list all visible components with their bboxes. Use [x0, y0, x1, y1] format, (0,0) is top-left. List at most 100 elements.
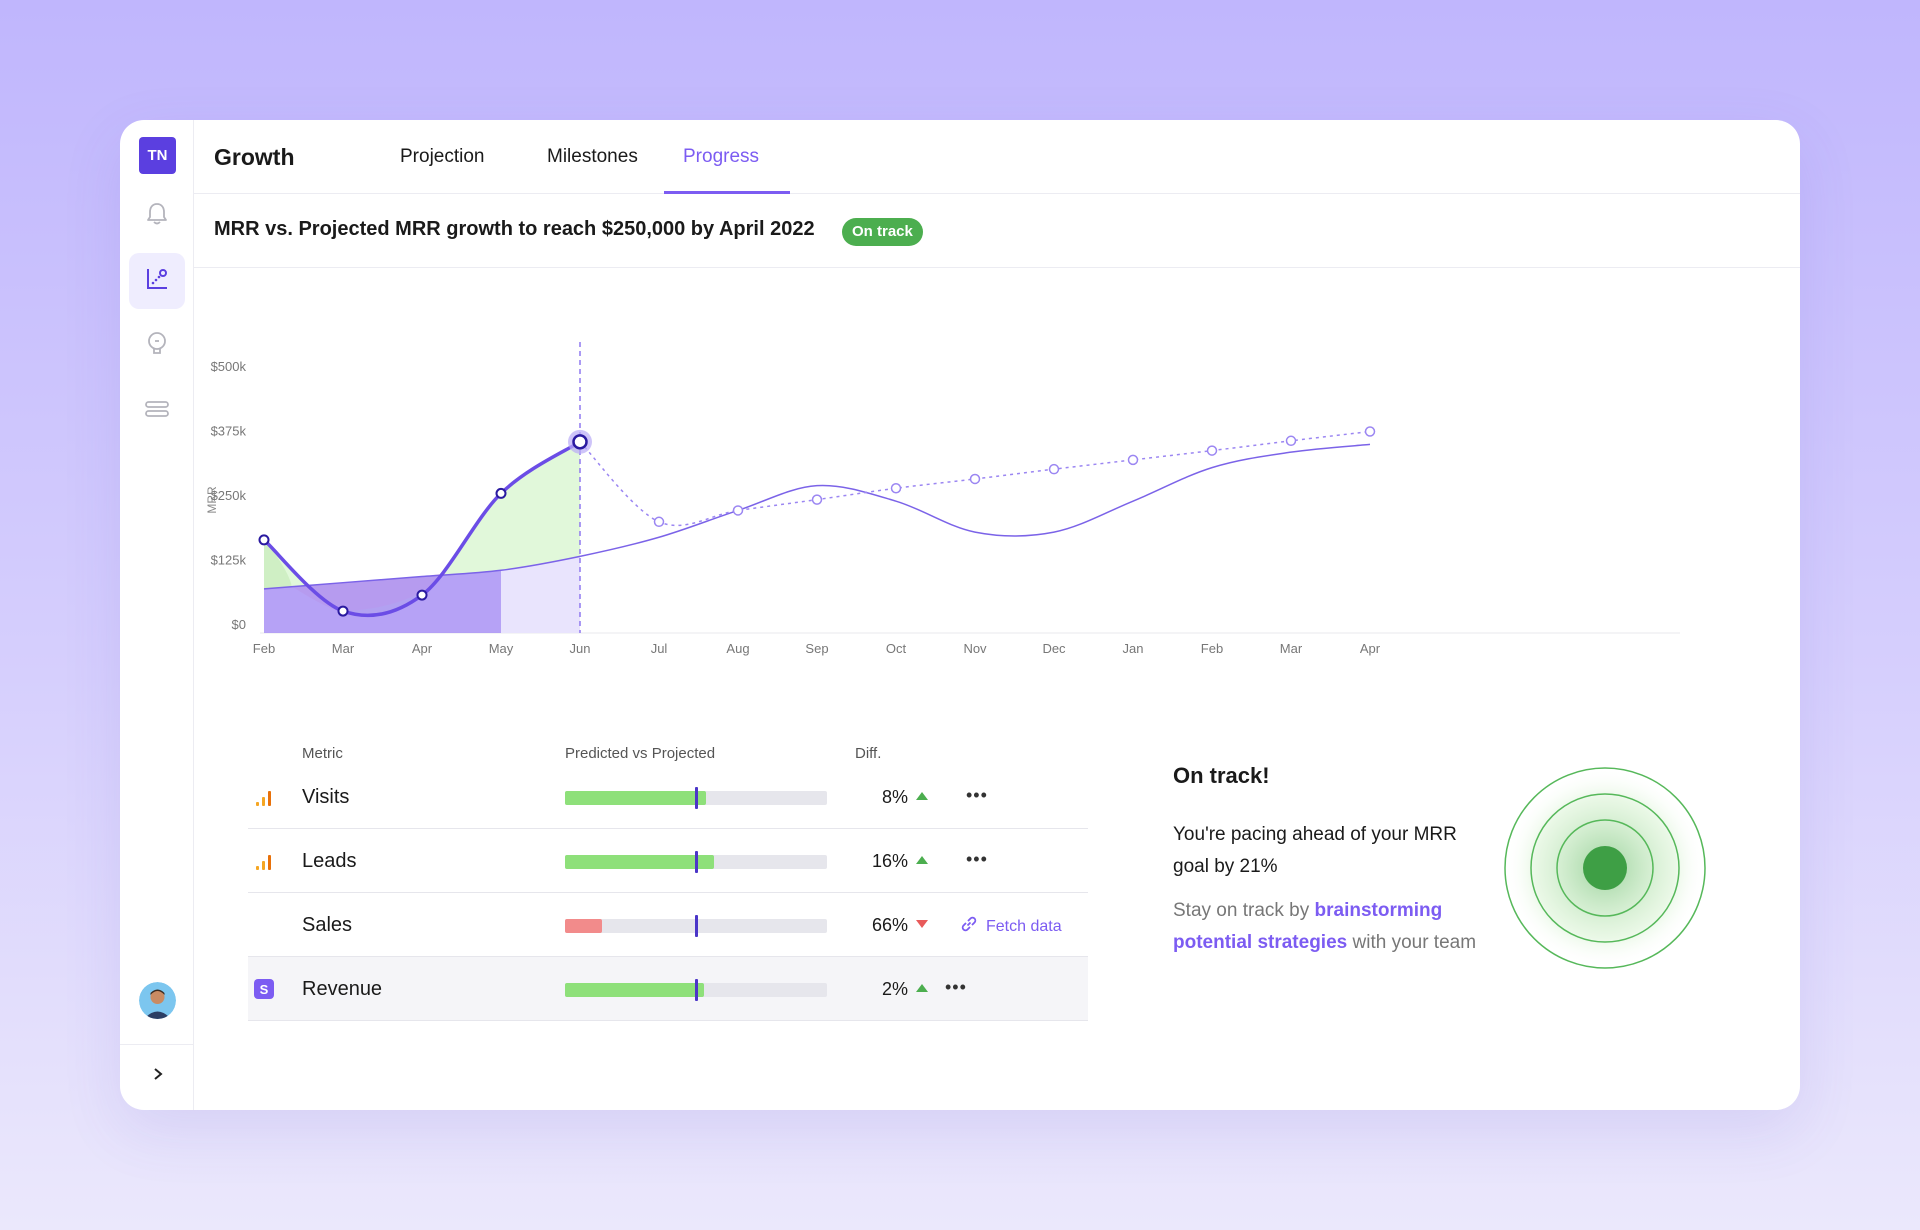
data-point-projected: [1206, 445, 1218, 456]
progress-bar: [565, 787, 827, 809]
status-panel: On track! You're pacing ahead of your MR…: [1173, 763, 1493, 959]
x-tick-label: Nov: [963, 641, 987, 656]
metric-name: Sales: [302, 914, 353, 936]
progress-bar: [565, 915, 827, 937]
tab-projection[interactable]: Projection: [400, 146, 485, 167]
x-tick-label: Sep: [805, 641, 828, 656]
y-tick-label: $0: [232, 617, 246, 632]
data-point-actual: [495, 487, 507, 499]
suggestion-text: Stay on track by: [1173, 900, 1315, 921]
svg-text:S: S: [260, 982, 269, 997]
progress-fill: [565, 855, 715, 869]
table-row-leads[interactable]: Leads 16% •••: [248, 829, 1088, 893]
avatar[interactable]: [139, 982, 176, 1019]
status-suggestion: Stay on track by brainstorming potential…: [1173, 895, 1493, 959]
more-options-button[interactable]: •••: [966, 849, 988, 869]
x-tick-label: Jul: [651, 641, 668, 656]
data-point-projected: [732, 505, 744, 516]
tab-progress[interactable]: Progress: [683, 146, 760, 167]
x-tick-label: Mar: [1280, 641, 1303, 656]
app-window: TN: [120, 120, 1800, 1110]
table-row-revenue[interactable]: S Revenue 2% •••: [248, 957, 1088, 1021]
fetch-data-label: Fetch data: [986, 917, 1062, 935]
data-point-projected: [969, 473, 981, 485]
ideas-nav[interactable]: [129, 318, 185, 374]
fetch-data-link[interactable]: Fetch data: [960, 915, 1062, 938]
analytics-nav[interactable]: [129, 253, 185, 309]
x-tick-label: Aug: [726, 641, 749, 656]
expand-sidebar-button[interactable]: [144, 1062, 172, 1090]
trend-arrow-icon: [916, 984, 928, 992]
projection-marker: [695, 915, 698, 937]
column-header-metric: Metric: [302, 745, 343, 762]
progress-bar: [565, 979, 827, 1001]
y-tick-label: $250k: [211, 488, 247, 503]
tab-milestones[interactable]: Milestones: [547, 146, 638, 167]
stripe-icon: S: [254, 979, 274, 999]
active-tab-indicator: [664, 191, 790, 194]
chart-header: MRR vs. Projected MRR growth to reach $2…: [194, 194, 1800, 268]
chart-icon: [144, 266, 170, 297]
notifications-nav[interactable]: [129, 188, 185, 244]
y-axis-label: MRR: [205, 486, 219, 514]
x-tick-label: Jun: [570, 641, 591, 656]
link-icon: [960, 915, 978, 938]
projection-marker: [695, 979, 698, 1001]
data-point-actual: [416, 589, 428, 601]
data-point-projected: [1048, 463, 1060, 475]
table-row-sales[interactable]: Sales 66% Fetch data: [248, 893, 1088, 957]
progress-fill: [565, 791, 707, 805]
y-tick-label: $125k: [211, 553, 247, 568]
analytics-bars-icon: [254, 851, 274, 871]
data-point-projected: [653, 516, 665, 528]
sidebar-rail: TN: [120, 120, 194, 1110]
series-line-trend: [263, 443, 1371, 590]
x-tick-label: Mar: [332, 641, 355, 656]
column-header-diff: Diff.: [855, 745, 882, 762]
on-track-target-graphic: [1504, 767, 1706, 969]
lightbulb-icon: [145, 330, 169, 363]
highlight-point: [572, 434, 588, 450]
list-nav[interactable]: [129, 383, 185, 439]
x-tick-label: Apr: [1360, 641, 1381, 656]
status-badge: On track: [842, 218, 923, 246]
status-message: You're pacing ahead of your MRR goal by …: [1173, 824, 1457, 877]
list-icon: [144, 398, 170, 425]
x-tick-label: Feb: [253, 641, 275, 656]
progress-fill: [565, 983, 704, 997]
diff-value: 8%: [881, 787, 908, 807]
data-point-projected: [1285, 435, 1297, 447]
x-tick-label: Apr: [412, 641, 433, 656]
progress-fill: [565, 919, 602, 933]
table-row-visits[interactable]: Visits 8% •••: [248, 765, 1088, 829]
metric-name: Visits: [302, 786, 350, 808]
progress-bar: [565, 851, 827, 873]
diff-value: 66%: [871, 915, 908, 935]
projection-area: [264, 570, 501, 633]
page-title: Growth: [214, 144, 295, 170]
diff-value: 16%: [871, 851, 908, 871]
y-tick-label: $375k: [211, 424, 247, 439]
bell-icon: [145, 201, 169, 232]
metric-name: Revenue: [302, 978, 383, 1000]
workspace-logo[interactable]: TN: [139, 137, 176, 174]
trend-arrow-icon: [916, 792, 928, 800]
data-point-projected: [811, 494, 823, 505]
data-point-projected: [1364, 426, 1376, 437]
analytics-bars-icon: [254, 787, 274, 807]
y-tick-label: $500k: [211, 359, 247, 374]
more-options-button[interactable]: •••: [945, 977, 967, 997]
diff-value: 2%: [881, 979, 908, 999]
mrr-chart: $500k $375k $250k $125k $0 MRR Feb Mar Apr May Jun…: [205, 342, 1680, 656]
strategies-link[interactable]: brainstorming potential strategies: [1173, 900, 1443, 953]
x-tick-label: May: [489, 641, 514, 656]
rail-divider: [120, 1044, 194, 1045]
chart-title: MRR vs. Projected MRR growth to reach $2…: [214, 218, 815, 240]
more-options-button[interactable]: •••: [966, 785, 988, 805]
x-tick-label: Jan: [1123, 641, 1144, 656]
data-point-projected: [890, 483, 902, 494]
future-projection-area: [501, 556, 580, 633]
projection-marker: [695, 787, 698, 809]
trend-arrow-icon: [916, 920, 928, 928]
x-tick-label: Dec: [1042, 641, 1066, 656]
